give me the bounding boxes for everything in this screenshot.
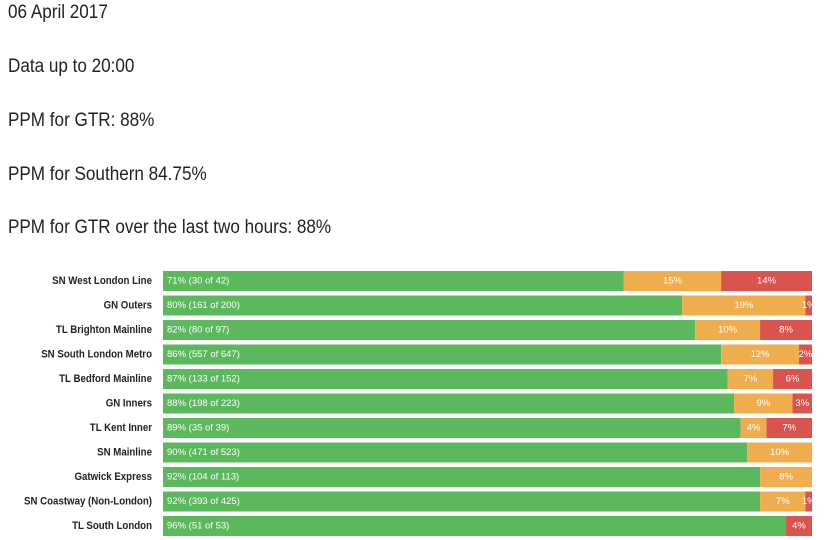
bar-segment [792,393,812,414]
bar-segment [721,271,812,291]
data-time: Data up to 20:00 [8,56,135,77]
value-label: 89% (35 of 39) [167,423,229,434]
bar-segment [805,491,812,512]
bar-segment [786,516,812,536]
value-label: 71% (30 of 42) [167,276,229,287]
value-label: 6% [786,374,800,385]
value-label: 3% [795,398,809,409]
bar-segment [682,295,806,316]
value-label: 19% [734,300,754,311]
value-label: 86% (557 of 647) [167,349,240,360]
bar-segment [163,467,761,487]
bar-segment [163,369,728,389]
value-label: 7% [782,423,796,434]
bar-segment [747,442,812,463]
bar-segment [163,442,748,463]
category-label: SN Coastway (Non-London) [24,496,152,508]
value-label: 1% [802,300,816,311]
bar-segment [766,418,812,438]
value-label: 14% [757,276,777,287]
value-label: 7% [743,374,757,385]
category-label: GN Inners [106,398,152,410]
ppm-gtr-two-hours: PPM for GTR over the last two hours: 88% [8,217,332,238]
value-label: 4% [747,423,761,434]
bar-segment [163,516,787,536]
category-label: GN Outers [104,300,153,312]
bar-segment [163,418,741,438]
bar-segment [163,271,624,291]
bar-segment [163,491,761,512]
chart: SN West London Line 71% (30 of 42) 15% 14% G… [24,271,816,536]
value-label: 7% [776,496,790,507]
value-label: 10% [770,447,790,458]
category-label: TL Bedford Mainline [59,373,152,385]
ppm-gtr: PPM for GTR: 88% [8,110,155,131]
value-label: 88% (198 of 223) [167,398,240,409]
ppm-southern: PPM for Southern 84.75% [8,164,207,185]
bar-segment [760,491,806,512]
category-label: Gatwick Express [75,471,153,483]
bar-segment [721,344,800,365]
category-label: SN West London Line [52,275,152,287]
value-label: 80% (161 of 200) [167,300,240,311]
value-label: 1% [802,496,816,507]
bar-segment [695,320,761,340]
category-label: TL Brighton Mainline [56,324,152,336]
bar-segment [163,393,735,414]
value-label: 9% [756,398,770,409]
value-label: 2% [799,349,813,360]
bar-segment [163,320,696,340]
category-label: TL Kent Inner [90,422,152,434]
value-label: 92% (393 of 425) [167,496,240,507]
bar-segment [734,393,793,414]
value-label: 15% [663,276,683,287]
value-label: 90% (471 of 523) [167,447,240,458]
bar-segment [740,418,767,438]
category-label: SN South London Metro [41,349,152,361]
bar-segment [163,344,722,365]
bar-segment [760,467,812,487]
category-label: TL South London [72,520,152,532]
category-label: SN Mainline [97,447,152,459]
date: 06 April 2017 [8,2,108,23]
bar-segment [805,295,812,316]
bar-segment [727,369,774,389]
value-label: 10% [718,325,738,336]
value-label: 82% (80 of 97) [167,325,229,336]
value-label: 4% [792,521,806,532]
value-label: 12% [751,349,771,360]
value-label: 87% (133 of 152) [167,374,240,385]
bar-segment [623,271,722,291]
bar-segment [760,320,812,340]
bar-segment [163,295,683,316]
bar-segment [799,344,812,365]
value-label: 8% [779,325,793,336]
bar-segment [773,369,812,389]
value-label: 8% [779,472,793,483]
value-label: 96% (51 of 53) [167,521,229,532]
value-label: 92% (104 of 113) [167,472,239,483]
